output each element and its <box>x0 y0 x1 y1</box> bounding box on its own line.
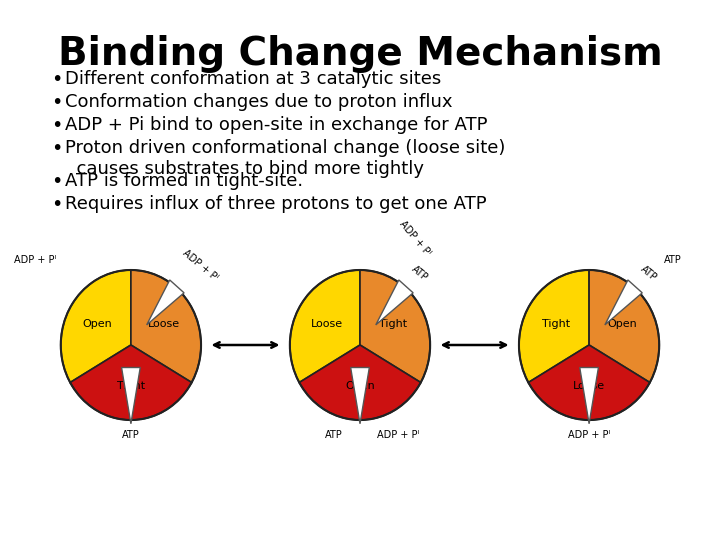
Text: •: • <box>51 70 63 89</box>
Wedge shape <box>70 345 192 420</box>
Text: Tight: Tight <box>541 319 570 329</box>
Text: Requires influx of three protons to get one ATP: Requires influx of three protons to get … <box>66 195 487 213</box>
Text: Tight: Tight <box>117 381 145 391</box>
Text: Open: Open <box>83 319 112 329</box>
Text: ATP: ATP <box>639 264 659 282</box>
Wedge shape <box>519 270 589 382</box>
Polygon shape <box>605 280 642 325</box>
Text: ATP: ATP <box>325 430 343 440</box>
Text: ATP: ATP <box>410 264 430 282</box>
Text: Tight: Tight <box>379 319 408 329</box>
Text: •: • <box>51 195 63 214</box>
Text: ADP + Pᴵ: ADP + Pᴵ <box>181 248 220 282</box>
Text: ADP + Pi bind to open-site in exchange for ATP: ADP + Pi bind to open-site in exchange f… <box>66 116 488 134</box>
Wedge shape <box>60 270 131 382</box>
Text: •: • <box>51 116 63 135</box>
Text: Open: Open <box>608 319 637 329</box>
Wedge shape <box>300 345 420 420</box>
Text: •: • <box>51 172 63 191</box>
Polygon shape <box>580 368 598 424</box>
Text: ADP + Pᴵ: ADP + Pᴵ <box>397 219 433 258</box>
Text: Proton driven conformational change (loose site)
  causes substrates to bind mor: Proton driven conformational change (loo… <box>66 139 506 178</box>
Wedge shape <box>589 270 660 382</box>
Text: Open: Open <box>345 381 375 391</box>
Text: ATP: ATP <box>664 255 682 265</box>
Text: Binding Change Mechanism: Binding Change Mechanism <box>58 35 662 73</box>
Text: ATP: ATP <box>122 430 140 440</box>
Wedge shape <box>360 270 430 382</box>
Polygon shape <box>376 280 413 325</box>
Polygon shape <box>122 368 140 424</box>
Text: •: • <box>51 93 63 112</box>
Text: Conformation changes due to proton influx: Conformation changes due to proton influ… <box>66 93 453 111</box>
Polygon shape <box>351 368 369 424</box>
Text: Loose: Loose <box>573 381 605 391</box>
Polygon shape <box>147 280 184 325</box>
Text: Different conformation at 3 catalytic sites: Different conformation at 3 catalytic si… <box>66 70 441 88</box>
Text: ADP + Pᴵ: ADP + Pᴵ <box>377 430 419 440</box>
Text: ATP is formed in tight-site.: ATP is formed in tight-site. <box>66 172 304 190</box>
Text: ADP + Pᴵ: ADP + Pᴵ <box>568 430 611 440</box>
Text: ADP + Pᴵ: ADP + Pᴵ <box>14 255 56 265</box>
Wedge shape <box>290 270 360 382</box>
Wedge shape <box>528 345 650 420</box>
Text: Loose: Loose <box>310 319 343 329</box>
Wedge shape <box>131 270 201 382</box>
Text: Loose: Loose <box>148 319 181 329</box>
Text: •: • <box>51 139 63 158</box>
